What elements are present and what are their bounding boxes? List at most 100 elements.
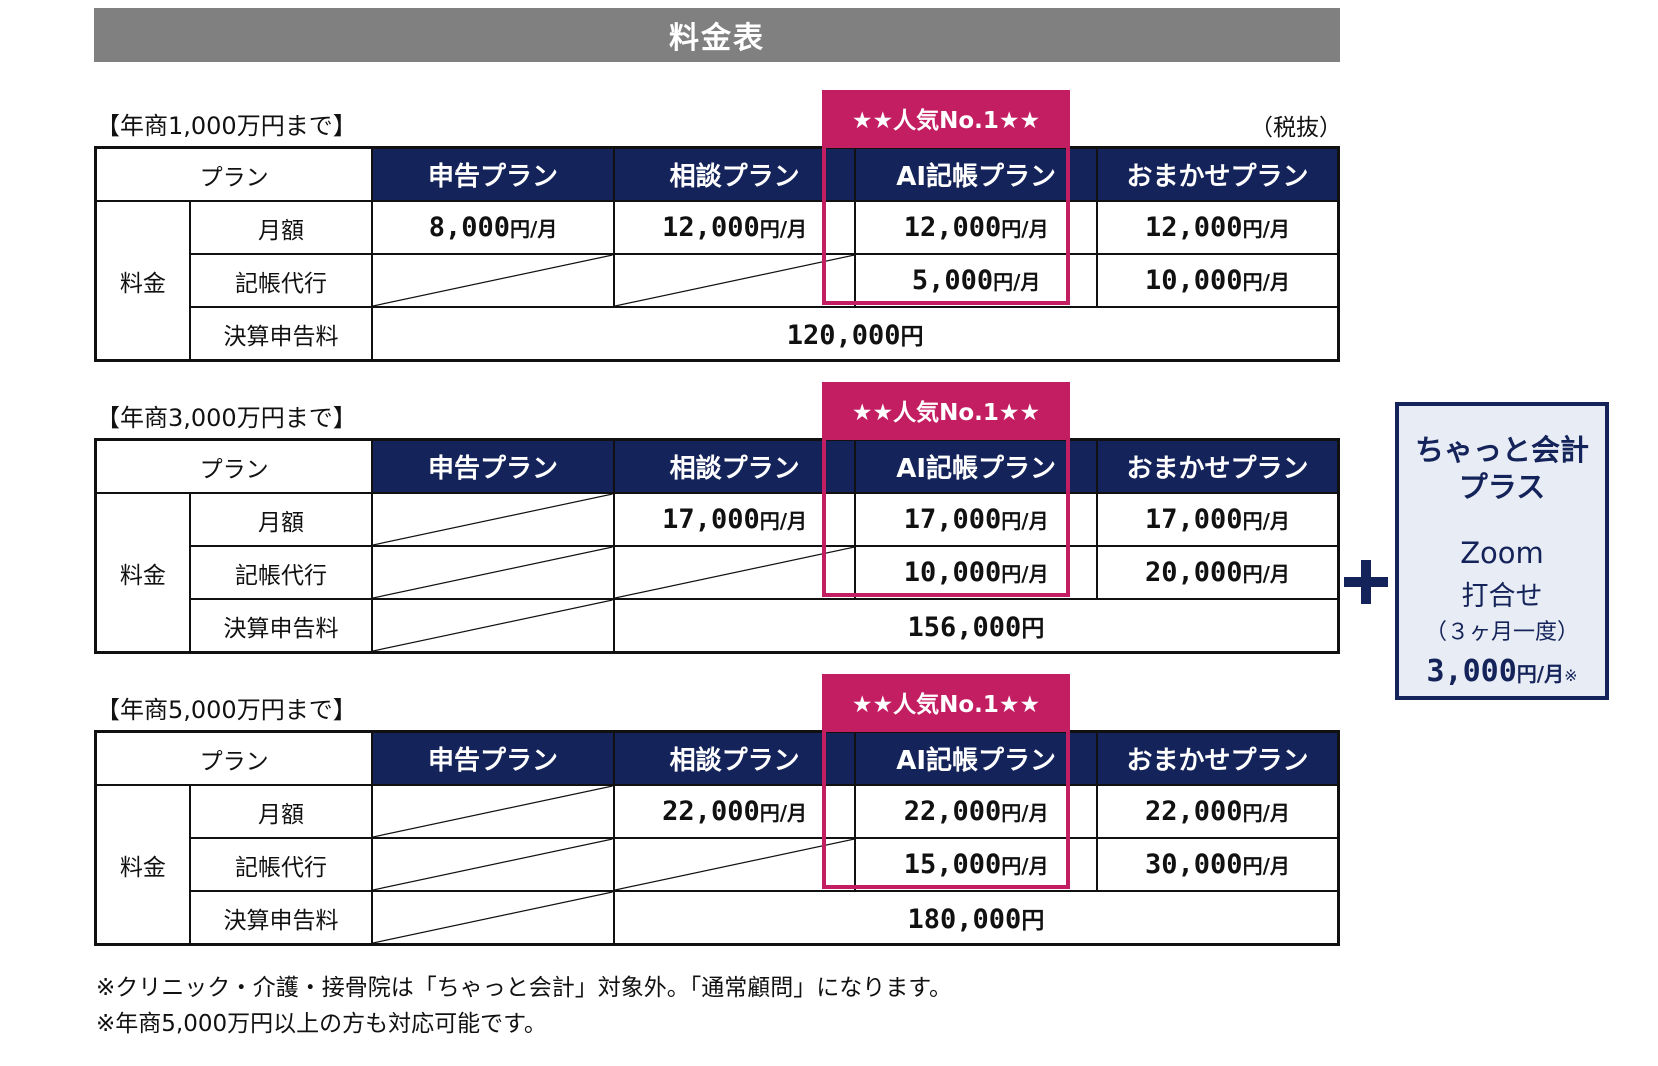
section-label: 【年商3,000万円まで】	[96, 404, 357, 432]
row-label-monthly: 月額	[188, 784, 374, 839]
addon-meeting: 打合せ	[1461, 581, 1543, 612]
settlement-unit: 円	[1021, 907, 1045, 934]
not-applicable-slash	[373, 892, 613, 943]
settlement-amount: 120,000	[786, 319, 901, 351]
settlement-amount: 156,000	[907, 611, 1022, 643]
price-amount: 12,000	[662, 212, 760, 243]
row-label-settlement: 決算申告料	[188, 890, 374, 946]
cell-empty	[612, 253, 857, 308]
cell-empty	[612, 545, 857, 600]
price-unit: 円/月	[993, 270, 1041, 294]
price-unit: 円/月	[1001, 562, 1049, 586]
table-row-monthly: 料金 月額 22,000円/月 22,000円/月 22,000円/月	[94, 784, 1340, 946]
cell-empty	[371, 890, 615, 946]
price-unit: 円/月	[759, 509, 808, 533]
price-amount: 12,000	[903, 212, 1002, 243]
not-applicable-slash	[373, 494, 613, 545]
not-applicable-slash	[615, 839, 855, 890]
price-unit: 円/月	[1242, 270, 1290, 294]
plan-header: 相談プラン	[612, 438, 857, 494]
price-cell: 22,000円/月	[1095, 784, 1340, 839]
settlement-cell: 156,000円	[612, 598, 1340, 654]
table-row-header: プラン 申告プラン 相談プラン AI記帳プラン おまかせプラン	[94, 146, 1340, 202]
plan-header: 相談プラン	[612, 146, 857, 202]
settlement-unit: 円	[900, 323, 924, 350]
plan-header-label: プラン	[94, 730, 374, 786]
price-cell: 8,000円/月	[371, 200, 615, 255]
price-unit: 円/月	[1242, 854, 1290, 878]
row-label-fee: 料金	[94, 784, 191, 946]
plan-header: 相談プラン	[612, 730, 857, 786]
table-row-settlement: 決算申告料 180,000円	[96, 890, 1340, 946]
cell-empty	[371, 598, 615, 654]
plan-header-label: プラン	[94, 146, 374, 202]
cell-empty	[371, 492, 615, 547]
plan-header: 申告プラン	[371, 730, 615, 786]
not-applicable-slash	[373, 547, 613, 598]
price-cell: 5,000円/月	[854, 253, 1098, 308]
cell-empty	[612, 837, 857, 892]
price-amount: 10,000	[1145, 265, 1243, 296]
row-label-monthly: 月額	[188, 200, 374, 255]
tax-note: （税抜）	[1250, 115, 1342, 141]
price-amount: 17,000	[1145, 504, 1243, 535]
row-label-bookkeeping: 記帳代行	[188, 837, 374, 892]
not-applicable-slash	[373, 839, 613, 890]
table-row-settlement: 決算申告料 120,000円	[96, 306, 1340, 362]
cell-empty	[371, 837, 615, 892]
pricing-table: プラン 申告プラン 相談プラン AI記帳プラン おまかせプラン 料金 月額 22,000円/月…	[94, 730, 1340, 946]
popular-badge: ★★人気No.1★★	[822, 90, 1070, 146]
price-amount: 22,000	[1145, 796, 1243, 827]
not-applicable-slash	[373, 786, 613, 837]
price-unit: 円/月	[1001, 217, 1049, 241]
price-unit: 円/月	[759, 801, 808, 825]
addon-title: ちゃっと会計 プラス	[1399, 432, 1605, 506]
price-amount: 17,000	[903, 504, 1002, 535]
table-row-settlement: 決算申告料 156,000円	[96, 598, 1340, 654]
not-applicable-slash	[373, 600, 613, 651]
price-cell: 17,000円/月	[854, 492, 1098, 547]
price-unit: 円/月	[1001, 801, 1049, 825]
plan-header: 申告プラン	[371, 438, 615, 494]
plan-header: AI記帳プラン	[854, 730, 1098, 786]
price-cell: 15,000円/月	[854, 837, 1098, 892]
plus-icon	[1344, 560, 1388, 604]
price-unit: 円/月	[1242, 801, 1290, 825]
price-unit: 円/月	[510, 217, 558, 241]
cell-empty	[371, 784, 615, 839]
price-cell: 17,000円/月	[1095, 492, 1340, 547]
addon-price-amount: 3,000	[1426, 654, 1517, 689]
not-applicable-slash	[615, 547, 855, 598]
footnote-1: ※クリニック・介護・接骨院は「ちゃっと会計」対象外。「通常顧問」になります。	[96, 975, 953, 1001]
addon-price-unit: 円/月	[1516, 662, 1565, 686]
plan-header: おまかせプラン	[1095, 146, 1340, 202]
row-label-fee: 料金	[94, 492, 191, 654]
price-amount: 22,000	[903, 796, 1002, 827]
row-label-bookkeeping: 記帳代行	[188, 253, 374, 308]
row-label-monthly: 月額	[188, 492, 374, 547]
row-label-fee: 料金	[94, 200, 191, 362]
section-label: 【年商5,000万円まで】	[96, 696, 357, 724]
price-amount: 5,000	[911, 265, 994, 296]
addon-chat-accounting-plus: ちゃっと会計 プラス Zoom 打合せ （３ヶ月一度） 3,000円/月※	[1395, 402, 1609, 700]
price-unit: 円/月	[1242, 217, 1290, 241]
price-amount: 12,000	[1145, 212, 1243, 243]
settlement-amount: 180,000	[907, 903, 1022, 935]
table-row-monthly: 料金 月額 17,000円/月 17,000円/月 17,000円/月	[94, 492, 1340, 654]
settlement-cell: 180,000円	[612, 890, 1340, 946]
not-applicable-slash	[615, 255, 855, 306]
plan-header: AI記帳プラン	[854, 438, 1098, 494]
price-amount: 15,000	[903, 849, 1002, 880]
plan-header: AI記帳プラン	[854, 146, 1098, 202]
price-amount: 8,000	[428, 212, 511, 243]
price-cell: 20,000円/月	[1095, 545, 1340, 600]
addon-frequency: （３ヶ月一度）	[1424, 620, 1579, 645]
table-row-monthly: 料金 月額 8,000円/月 12,000円/月 12,000円/月 12,000円/月	[94, 200, 1340, 362]
price-amount: 30,000	[1145, 849, 1243, 880]
price-cell: 12,000円/月	[1095, 200, 1340, 255]
price-unit: 円/月	[1242, 562, 1290, 586]
addon-title-line2: プラス	[1458, 470, 1546, 504]
price-unit: 円/月	[1001, 509, 1049, 533]
price-cell: 10,000円/月	[854, 545, 1098, 600]
price-amount: 20,000	[1145, 557, 1243, 588]
